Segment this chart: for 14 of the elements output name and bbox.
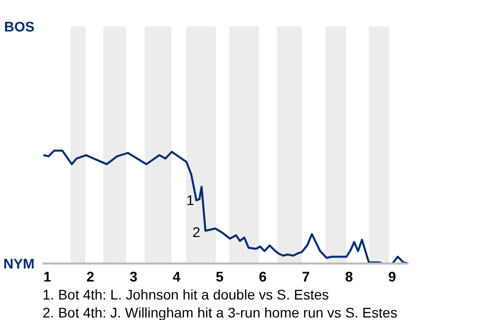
x-tick-label: 1 xyxy=(43,268,52,284)
x-tick-label: 3 xyxy=(130,268,138,284)
annotation: 1 xyxy=(186,192,194,208)
x-tick-label: 2 xyxy=(86,268,94,284)
text: 1. Bot 4th: L. Johnson hit a double vs S. Estes xyxy=(42,286,329,302)
x-tick-label: 8 xyxy=(345,268,354,284)
annotation: 2 xyxy=(192,224,200,240)
x-tick-label: 6 xyxy=(258,268,267,284)
x-tick-label: 9 xyxy=(388,268,396,284)
text: NYM xyxy=(3,256,35,272)
x-tick-label: 7 xyxy=(302,268,310,284)
x-tick-label: 5 xyxy=(216,268,224,284)
text: BOS xyxy=(4,18,35,34)
x-tick-label: 4 xyxy=(172,268,181,284)
